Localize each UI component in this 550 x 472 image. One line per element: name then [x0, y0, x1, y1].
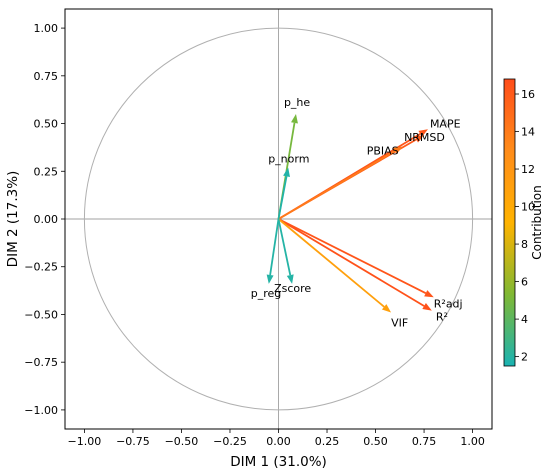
variable-label: Zscore	[274, 282, 311, 295]
y-tick-label: −0.75	[24, 356, 58, 369]
x-tick-label: −0.75	[116, 435, 150, 448]
colorbar-tick-label: 10	[521, 201, 535, 214]
colorbar-tick-label: 16	[521, 88, 535, 101]
x-tick-label: 0.50	[363, 435, 388, 448]
colorbar-gradient	[503, 78, 516, 367]
y-tick-label: 0.00	[34, 213, 59, 226]
x-tick-label: −0.50	[165, 435, 199, 448]
y-axis-title: DIM 2 (17.3%)	[5, 171, 21, 268]
plot-area: −1.00 −0.75 −0.50 −0.25 0.00 0.25 0.50 0.75 1.00…	[5, 8, 493, 470]
colorbar: 2 4 6 8 10 12 14 16 Contribution	[503, 78, 544, 367]
y-tick-label: 0.50	[34, 118, 59, 131]
x-tick-label: 0.00	[266, 435, 291, 448]
x-axis-title: DIM 1 (31.0%)	[230, 454, 327, 470]
colorbar-tick-label: 6	[521, 276, 528, 289]
arrow-R²	[278, 218, 425, 307]
y-tick-label: 0.75	[34, 70, 59, 83]
x-tick-label: 1.00	[460, 435, 485, 448]
variable-label: R²adj	[434, 297, 463, 310]
variable-label: MAPE	[430, 117, 461, 130]
y-tick-label: 1.00	[34, 22, 59, 35]
colorbar-tick-label: 8	[521, 238, 528, 251]
arrowhead-NRMSD	[414, 135, 425, 143]
arrowhead-p_he	[291, 114, 298, 124]
y-tick-label: −0.25	[24, 261, 58, 274]
arrow-R²adj	[278, 218, 427, 295]
arrow-Zscore	[277, 218, 292, 276]
arrow-PBIAS	[278, 150, 396, 220]
arrowhead-R²adj	[424, 290, 434, 298]
unit-circle	[83, 27, 474, 411]
arrowhead-p_reg	[266, 274, 274, 284]
x-tick-label: −0.25	[213, 435, 247, 448]
arrowhead-VIF	[381, 304, 392, 313]
arrow-p_reg	[269, 218, 280, 276]
arrowhead-R²	[422, 303, 432, 311]
x-tick-label: 0.25	[315, 435, 340, 448]
variable-label: R²	[436, 311, 448, 324]
arrowhead-Zscore	[286, 274, 294, 284]
colorbar-tick-label: 12	[521, 163, 535, 176]
variable-label: p_he	[284, 96, 310, 109]
x-tick-label: 0.75	[412, 435, 437, 448]
colorbar-tick-label: 14	[521, 126, 535, 139]
arrowhead-MAPE	[418, 129, 428, 137]
y-tick-label: −0.50	[24, 308, 58, 321]
variable-label: p_reg	[251, 287, 282, 300]
colorbar-title: Contribution	[530, 185, 544, 260]
colorbar-tick-label: 4	[521, 313, 528, 326]
arrow-p_norm	[277, 176, 288, 220]
arrowhead-PBIAS	[393, 146, 403, 155]
variable-label: VIF	[391, 317, 408, 330]
variable-label: p_norm	[268, 152, 309, 165]
y-tick-label: 0.25	[34, 165, 59, 178]
colorbar-tick-label: 2	[521, 351, 528, 364]
arrow-VIF	[277, 218, 385, 308]
y-tick-label: −1.00	[24, 404, 58, 417]
arrowhead-p_norm	[283, 167, 290, 177]
x-tick-label: −1.00	[68, 435, 102, 448]
variable-label: PBIAS	[367, 144, 399, 157]
variable-label: NRMSD	[404, 131, 445, 144]
